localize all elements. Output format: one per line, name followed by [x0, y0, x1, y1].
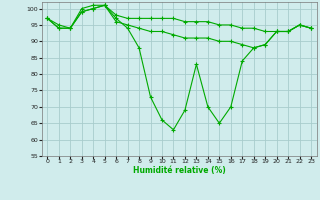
X-axis label: Humidité relative (%): Humidité relative (%)	[133, 166, 226, 175]
